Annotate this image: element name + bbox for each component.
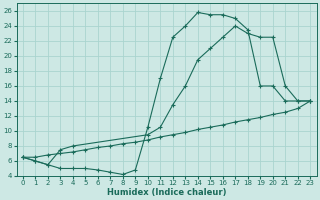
X-axis label: Humidex (Indice chaleur): Humidex (Indice chaleur) (107, 188, 226, 197)
